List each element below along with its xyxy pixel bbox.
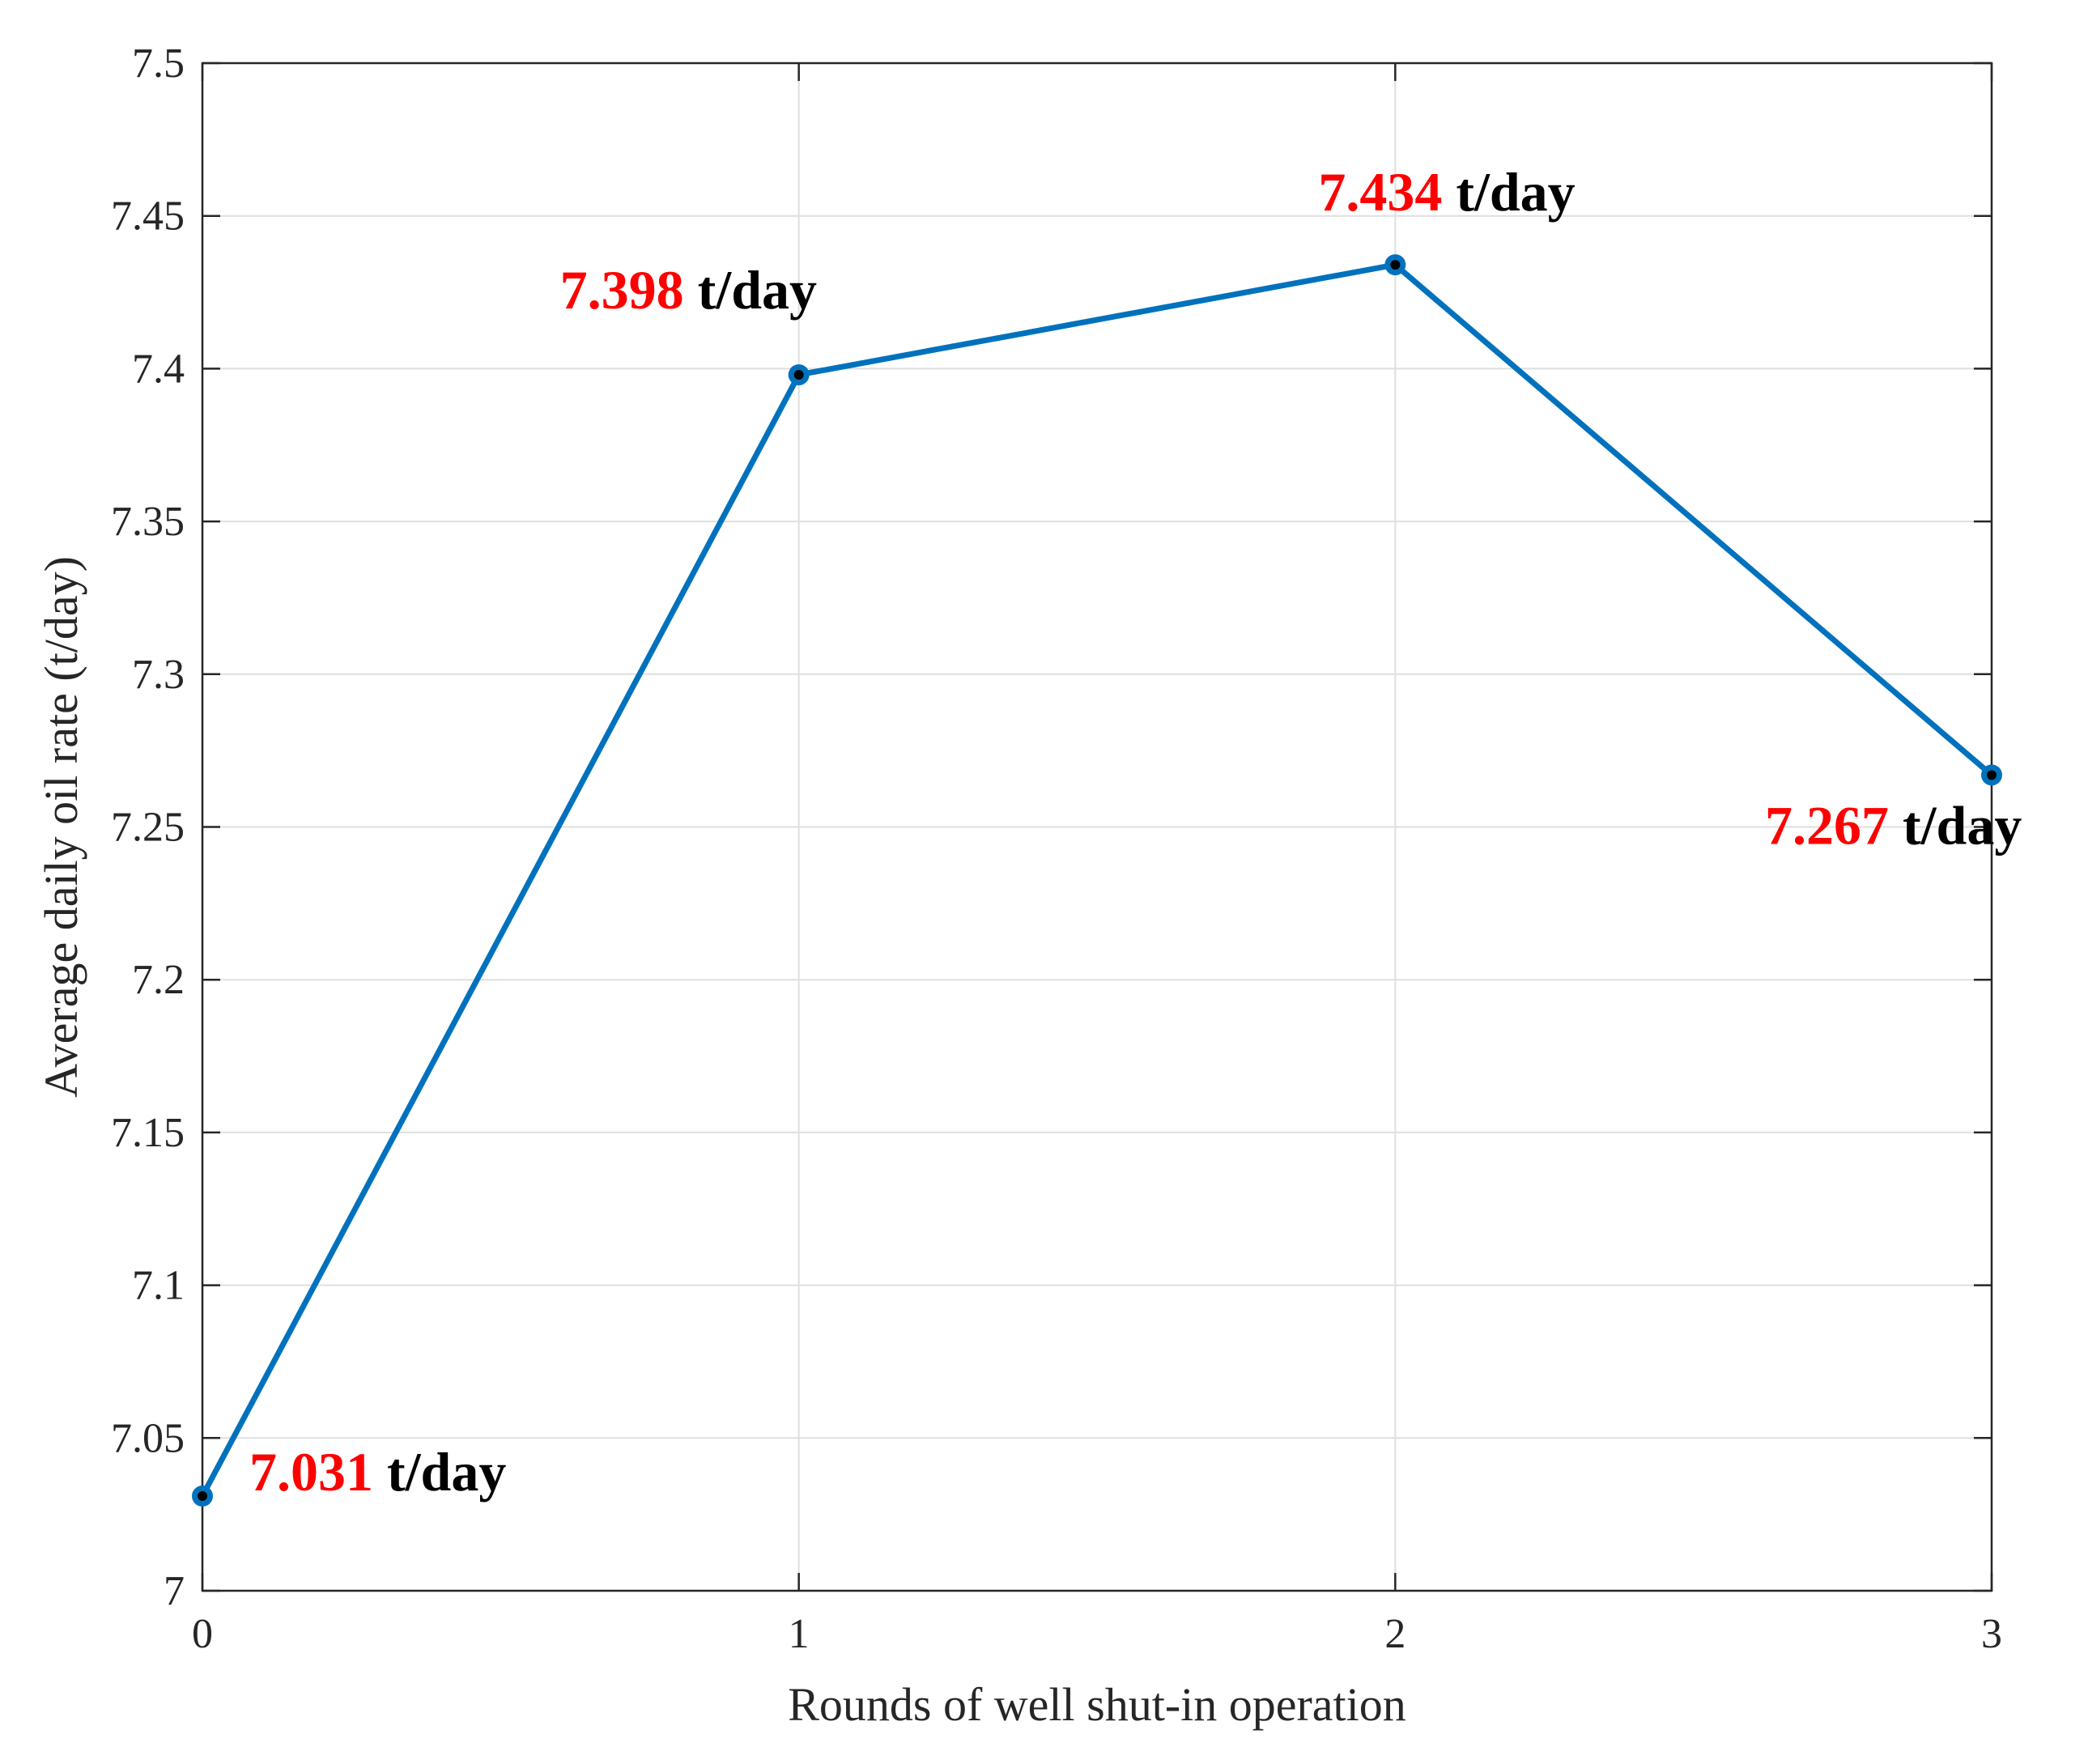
data-label-value: 7.398 (560, 259, 684, 321)
data-point (1981, 764, 2002, 786)
x-tick-label: 1 (789, 1611, 810, 1657)
tick-labels: 0 1 2 3 7 7.05 7.1 7.15 7.2 7.25 7.3 7.35 7.4 7.45 7.5 (111, 40, 2002, 1657)
y-tick-label: 7.4 (132, 346, 185, 392)
data-label-unit: t/day (373, 1441, 506, 1503)
data-label-unit: t/day (1442, 161, 1575, 223)
y-tick-label: 7.3 (132, 652, 185, 698)
data-point (192, 1486, 213, 1507)
data-label: 7.031 t/day (249, 1441, 506, 1503)
y-tick-label: 7.5 (132, 40, 185, 87)
data-point-center (793, 369, 804, 380)
x-tick-label: 2 (1384, 1611, 1405, 1657)
data-point-center (1987, 770, 1997, 780)
data-label-unit: t/day (684, 259, 817, 321)
y-tick-label: 7.1 (132, 1263, 185, 1309)
axes (201, 62, 1993, 1592)
data-label-value: 7.434 (1318, 161, 1442, 223)
y-axis-title: Average daily oil rate (t/day) (35, 556, 87, 1098)
data-label-value: 7.031 (249, 1441, 373, 1503)
data-label: 7.398 t/day (560, 259, 817, 321)
x-tick-label: 0 (192, 1611, 213, 1657)
x-axis-title: Rounds of well shut-in operation (788, 1678, 1406, 1731)
data-label-value: 7.267 (1765, 794, 1889, 856)
data-point (788, 363, 810, 385)
data-point-center (1390, 260, 1401, 270)
y-tick-label: 7.05 (111, 1415, 185, 1461)
data-label: 7.267 t/day (1765, 794, 2022, 856)
x-tick-label: 3 (1981, 1611, 2002, 1657)
series-line (199, 261, 1995, 1499)
data-label: 7.434 t/day (1318, 161, 1575, 223)
y-tick-label: 7.45 (111, 193, 185, 240)
grid (202, 62, 1992, 1592)
series (192, 254, 2002, 1507)
data-point (1384, 254, 1406, 276)
data-point-center (198, 1491, 207, 1502)
y-tick-label: 7.15 (111, 1110, 185, 1156)
y-tick-label: 7.25 (111, 805, 185, 851)
data-label-unit: t/day (1889, 794, 2022, 856)
y-tick-label: 7 (164, 1568, 185, 1614)
y-tick-label: 7.2 (132, 957, 185, 1003)
y-tick-label: 7.35 (111, 499, 185, 545)
